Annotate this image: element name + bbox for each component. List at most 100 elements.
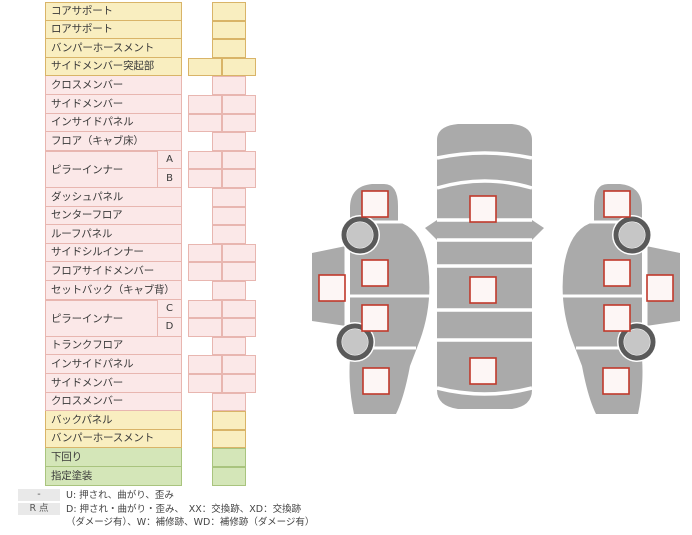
center-divider-1 xyxy=(436,151,533,160)
center-flare xyxy=(425,220,544,240)
status-cell[interactable] xyxy=(212,281,246,300)
panel-sublabel-d: D xyxy=(158,318,182,337)
right-rear-wheel-fill xyxy=(624,329,650,355)
status-cell[interactable] xyxy=(222,243,256,263)
status-cell[interactable] xyxy=(212,467,246,486)
legend-row-d: R 点 D: 押され・曲がり・歪み、 XX：交換跡、XD：交換跡 xyxy=(18,502,378,517)
marker-box[interactable] xyxy=(361,304,389,332)
table-row: サイドシルインナー xyxy=(45,243,182,263)
table-row: インサイドパネル xyxy=(45,355,182,374)
status-cell[interactable] xyxy=(222,318,256,337)
panel-label: トランクフロア xyxy=(45,336,182,356)
status-cell[interactable] xyxy=(188,150,222,170)
status-cell[interactable] xyxy=(222,299,256,319)
table-row: 指定塗装 xyxy=(45,467,182,486)
status-cell[interactable] xyxy=(222,262,256,281)
status-cell[interactable] xyxy=(222,113,256,133)
status-cell[interactable] xyxy=(222,95,256,114)
table-row: クロスメンバー xyxy=(45,392,182,412)
marker-box[interactable] xyxy=(469,357,497,385)
status-cell[interactable] xyxy=(188,95,222,114)
marker-box-door[interactable] xyxy=(646,274,674,302)
center-divider-2 xyxy=(436,179,533,190)
status-cell[interactable] xyxy=(188,243,222,263)
table-row: クロスメンバー xyxy=(45,76,182,95)
marker-box[interactable] xyxy=(602,367,630,395)
panel-label: 指定塗装 xyxy=(45,467,182,486)
status-cell[interactable] xyxy=(212,206,246,226)
legend-text-u: U: 押され、曲がり、歪み xyxy=(66,490,174,501)
status-cell[interactable] xyxy=(188,262,222,281)
table-row: ロアサポート xyxy=(45,20,182,40)
status-cell[interactable] xyxy=(188,113,222,133)
right-front-wheel-icon xyxy=(613,216,651,254)
status-cell[interactable] xyxy=(212,411,246,430)
marker-box[interactable] xyxy=(469,195,497,223)
panel-label: サイドメンバー xyxy=(45,374,182,393)
status-cell[interactable] xyxy=(212,2,246,21)
legend-key-dash: - xyxy=(18,489,60,501)
table-row: セットバック（キャブ背） xyxy=(45,281,182,300)
status-cell[interactable] xyxy=(212,448,246,467)
table-row: サイドメンバー突起部 xyxy=(45,57,182,77)
status-cell[interactable] xyxy=(188,299,222,319)
panel-label: バンパーホースメント xyxy=(45,429,182,449)
status-cell[interactable] xyxy=(188,355,222,374)
left-rear-wheel-fill xyxy=(342,329,368,355)
status-cell[interactable] xyxy=(212,76,246,95)
marker-box-door[interactable] xyxy=(318,274,346,302)
panel-label: フロアサイドメンバー xyxy=(45,262,182,281)
legend-text-continued: （ダメージ有）、W：補修跡、WD：補修跡（ダメージ有） xyxy=(66,517,315,528)
vehicle-body-diagram xyxy=(300,118,692,420)
status-cell[interactable] xyxy=(222,150,256,170)
status-cell[interactable] xyxy=(188,57,222,77)
table-row: ダッシュパネル xyxy=(45,188,182,207)
center-body xyxy=(425,124,544,409)
status-cell[interactable] xyxy=(212,336,246,356)
panel-label: セットバック（キャブ背） xyxy=(45,281,182,300)
panel-label: バンパーホースメント xyxy=(45,39,182,58)
marker-box[interactable] xyxy=(469,276,497,304)
table-row: フロア（キャブ床） xyxy=(45,132,182,151)
panel-label: バックパネル xyxy=(45,411,182,430)
table-row: フロアサイドメンバー xyxy=(45,262,182,281)
table-row: ルーフパネル xyxy=(45,225,182,244)
panel-label: 下回り xyxy=(45,448,182,467)
status-cell[interactable] xyxy=(222,374,256,393)
status-cell[interactable] xyxy=(212,132,246,151)
status-cell[interactable] xyxy=(212,429,246,449)
panel-label-merged: ピラーインナー xyxy=(45,150,158,188)
right-side-body xyxy=(561,184,680,414)
panel-label: インサイドパネル xyxy=(45,355,182,374)
status-cell[interactable] xyxy=(222,169,256,188)
status-cell[interactable] xyxy=(222,355,256,374)
status-cell[interactable] xyxy=(212,20,246,40)
marker-box[interactable] xyxy=(603,259,631,287)
table-row: コアサポート xyxy=(45,2,182,21)
legend-key-rpoint: R 点 xyxy=(18,502,60,515)
panel-label: サイドシルインナー xyxy=(45,243,182,263)
status-cell[interactable] xyxy=(222,57,256,77)
panel-label: フロア（キャブ床） xyxy=(45,132,182,151)
right-rear-wheel-icon xyxy=(618,323,656,361)
center-divider-8 xyxy=(436,386,533,396)
table-row: バンパーホースメント xyxy=(45,429,182,449)
marker-box[interactable] xyxy=(362,367,390,395)
marker-box[interactable] xyxy=(603,304,631,332)
marker-box[interactable] xyxy=(361,190,389,218)
panel-sublabel-c: C xyxy=(158,299,182,319)
panel-label: サイドメンバー突起部 xyxy=(45,57,182,77)
panel-sublabel-b: B xyxy=(158,169,182,188)
marker-box[interactable] xyxy=(603,190,631,218)
status-cell[interactable] xyxy=(188,374,222,393)
table-row: インサイドパネル xyxy=(45,113,182,133)
legend-row-u: - U: 押され、曲がり、歪み xyxy=(18,489,378,503)
status-cell[interactable] xyxy=(212,225,246,244)
status-cell[interactable] xyxy=(188,318,222,337)
status-cell[interactable] xyxy=(212,392,246,412)
marker-box[interactable] xyxy=(361,259,389,287)
status-cell[interactable] xyxy=(212,188,246,207)
right-front-wheel-fill xyxy=(619,222,645,248)
status-cell[interactable] xyxy=(212,39,246,58)
status-cell[interactable] xyxy=(188,169,222,188)
